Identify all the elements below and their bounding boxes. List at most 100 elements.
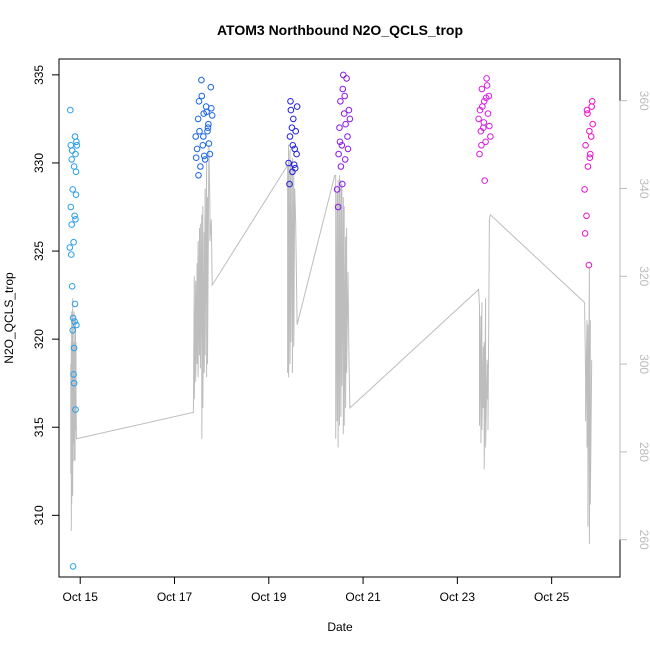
data-point: [72, 216, 79, 223]
data-point: [482, 138, 489, 146]
data-point: [340, 110, 348, 117]
y2-tick-label: 320: [637, 266, 650, 286]
data-point: [293, 103, 301, 110]
data-point: [339, 85, 347, 93]
x-tick-label: Oct 25: [534, 590, 570, 604]
data-point: [205, 140, 213, 147]
data-point: [68, 283, 76, 290]
data-point: [475, 115, 482, 123]
data-point: [291, 164, 299, 172]
data-point: [193, 145, 201, 153]
data-point: [72, 406, 79, 413]
x-tick-label: Oct 17: [157, 590, 193, 604]
y-axis-label: N2O_QCLS_trop: [2, 272, 16, 364]
data-point: [204, 124, 212, 131]
data-point: [341, 156, 349, 163]
data-point: [588, 98, 596, 105]
y2-tick-label: 340: [637, 178, 650, 198]
data-point: [198, 76, 205, 84]
data-point: [587, 133, 595, 140]
data-point: [68, 251, 75, 258]
data-point: [194, 115, 202, 123]
data-point: [201, 156, 209, 163]
y-tick-label: 310: [32, 505, 46, 525]
data-point: [337, 98, 344, 105]
data-point: [67, 203, 75, 211]
data-point: [588, 103, 596, 110]
data-point: [69, 186, 76, 193]
data-point: [484, 110, 492, 117]
data-point: [583, 106, 591, 114]
data-point: [336, 124, 343, 131]
data-point: [67, 106, 74, 114]
x-axis: Oct 15 Oct 17 Oct 19 Oct 21 Oct 23 Oct 25: [63, 576, 570, 604]
data-point: [200, 152, 208, 160]
trace-line: [70, 144, 593, 545]
data-point: [73, 142, 81, 149]
x-axis-label: Date: [327, 620, 353, 634]
data-point: [288, 124, 296, 131]
y2-tick-label: 260: [637, 530, 650, 550]
data-point: [342, 120, 349, 128]
data-point: [205, 120, 212, 128]
y2-tick-label: 360: [637, 91, 650, 111]
data-point: [338, 142, 346, 149]
data-point: [73, 321, 80, 329]
data-point: [478, 85, 486, 93]
data-point: [336, 138, 344, 146]
data-point: [584, 110, 591, 117]
data-point: [293, 150, 300, 158]
y-tick-label: 320: [32, 329, 46, 349]
data-point: [195, 172, 202, 179]
data-point: [586, 154, 594, 161]
data-point: [581, 230, 589, 237]
y-axis-right: 260 280 300 320 340 360: [619, 91, 650, 550]
x-tick-label: Oct 15: [63, 590, 99, 604]
line-layer: [70, 144, 593, 545]
data-point: [67, 142, 75, 149]
data-point: [68, 156, 75, 163]
y-tick-label: 330: [32, 153, 46, 173]
data-point: [487, 133, 494, 140]
data-point: [198, 92, 206, 100]
data-point: [486, 122, 493, 130]
data-point: [196, 127, 203, 135]
data-point: [483, 82, 491, 89]
data-point: [344, 145, 352, 153]
y2-tick-label: 300: [637, 354, 650, 374]
data-point: [584, 163, 592, 170]
data-point: [290, 161, 298, 168]
data-point: [192, 133, 199, 140]
data-point: [73, 138, 80, 146]
data-point: [581, 186, 588, 193]
data-point: [286, 133, 294, 140]
data-point: [192, 154, 200, 161]
data-point: [586, 127, 593, 135]
data-point: [479, 103, 486, 110]
data-point: [199, 142, 207, 149]
data-point: [70, 371, 77, 378]
data-point: [476, 150, 483, 158]
data-point: [333, 186, 341, 193]
data-point: [203, 108, 210, 116]
x-tick-label: Oct 23: [440, 590, 476, 604]
data-point: [289, 142, 297, 149]
data-point: [483, 75, 490, 82]
data-point: [66, 244, 74, 251]
x-tick-label: Oct 21: [345, 590, 381, 604]
data-point: [71, 300, 79, 308]
data-point: [72, 168, 80, 176]
data-point: [341, 92, 349, 100]
data-point: [587, 150, 594, 158]
data-point: [69, 327, 76, 334]
y-tick-label: 325: [32, 241, 46, 261]
data-point: [480, 119, 488, 126]
data-point: [70, 379, 78, 387]
data-point: [208, 112, 216, 119]
data-point: [345, 106, 353, 114]
data-point: [68, 221, 75, 228]
data-point: [340, 71, 347, 79]
data-point: [339, 180, 346, 188]
chart-title: ATOM3 Northbound N2O_QCLS_trop: [217, 22, 463, 38]
data-point: [287, 106, 295, 114]
